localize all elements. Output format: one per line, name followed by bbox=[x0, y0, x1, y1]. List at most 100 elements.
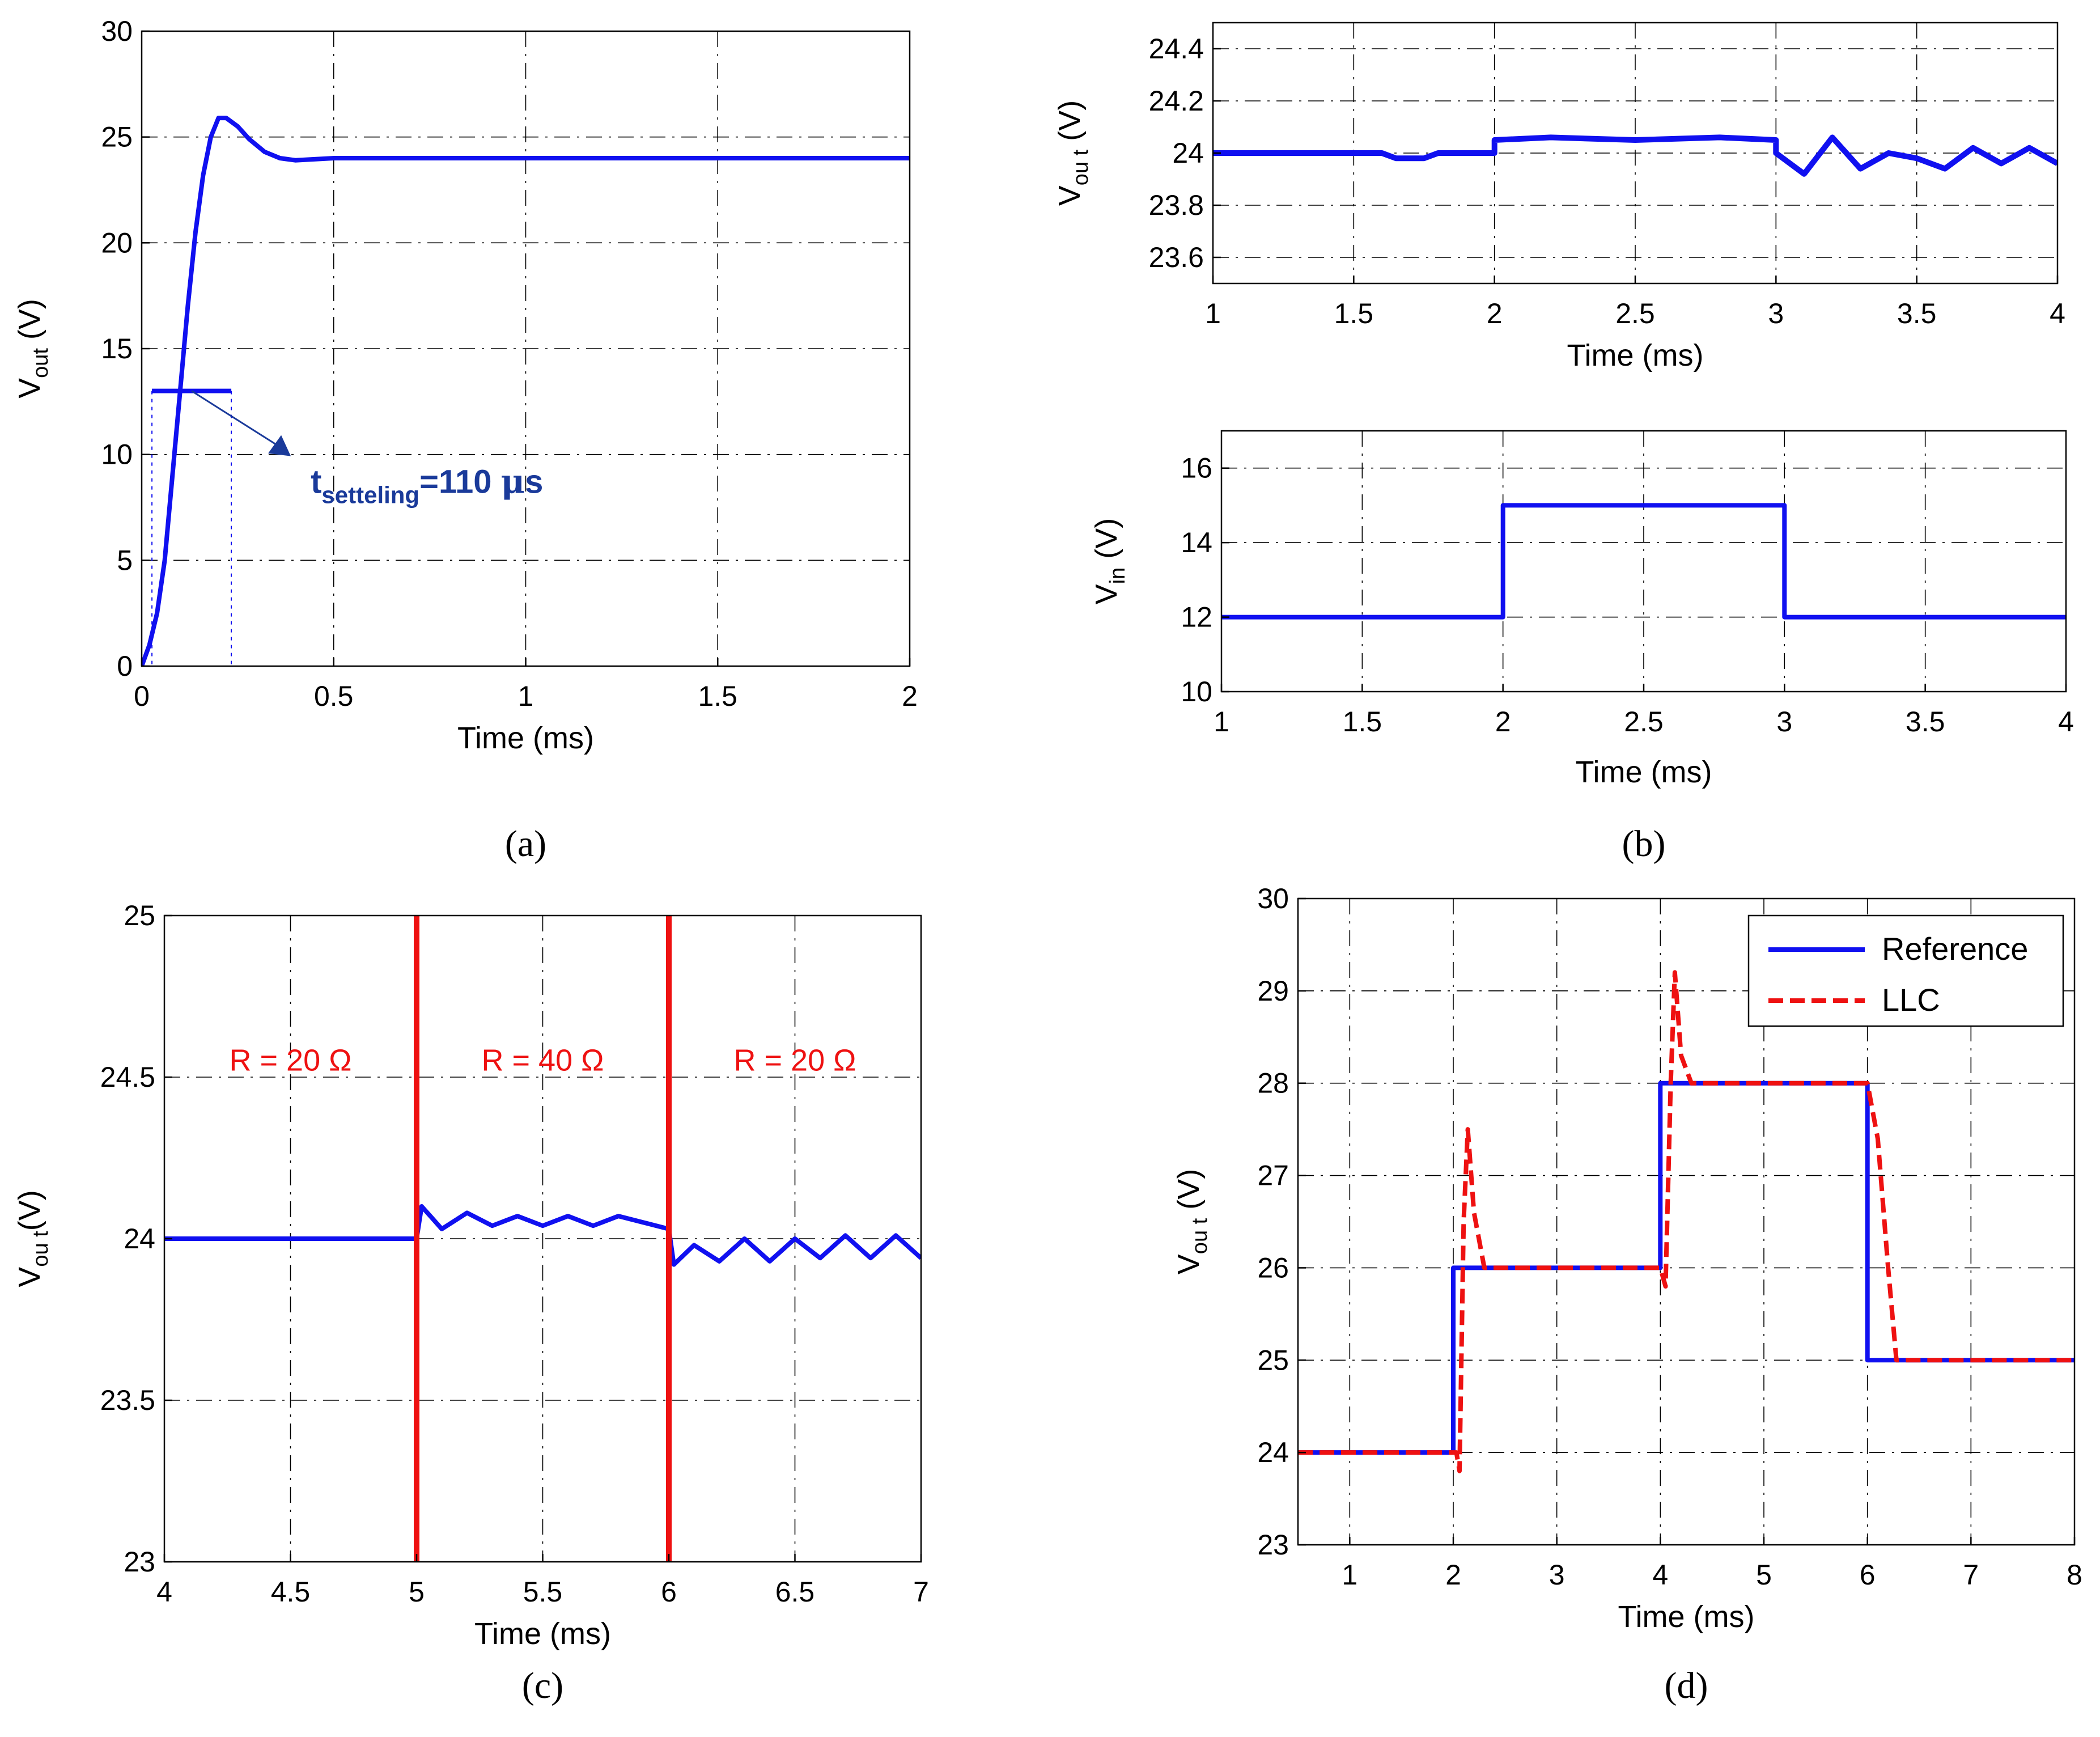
y-label-main: V bbox=[1172, 1254, 1206, 1274]
annotation-unit: s bbox=[525, 464, 543, 501]
resistance-label: R = 20 Ω bbox=[230, 1044, 352, 1078]
y-tick-label: 30 bbox=[101, 15, 133, 47]
x-tick-label: 7 bbox=[1963, 1559, 1979, 1591]
y-label-subscript: ou t bbox=[29, 1231, 53, 1267]
x-tick-label: 2.5 bbox=[1615, 298, 1655, 329]
x-tick-label: 2 bbox=[1445, 1559, 1461, 1591]
x-tick-label: 1 bbox=[518, 680, 534, 712]
settling-time-annotation: tsetteling=110 μs bbox=[311, 463, 543, 509]
y-tick-label: 23 bbox=[124, 1546, 155, 1578]
y-tick-label: 30 bbox=[1257, 883, 1289, 914]
y-label-main: V bbox=[1089, 584, 1123, 604]
series-line-vin bbox=[1221, 503, 2066, 620]
x-tick-label: 6 bbox=[1860, 1559, 1876, 1591]
x-tick-label: 5 bbox=[1756, 1559, 1772, 1591]
x-tick-label: 6 bbox=[661, 1576, 677, 1608]
y-label-unit: (V) bbox=[12, 299, 46, 348]
x-tick-label: 1.5 bbox=[1334, 298, 1374, 329]
x-tick-label: 3 bbox=[1768, 298, 1784, 329]
series-line-vout bbox=[1213, 134, 2057, 177]
x-axis-label: Time (ms) bbox=[474, 1617, 611, 1651]
y-label-main: V bbox=[1053, 185, 1087, 206]
chart-c: 4 4.5 5 5.5 6 6.5 7 23 23.5 24 24.5 25 Time (ms) Vou … bbox=[12, 900, 929, 1706]
y-tick-label: 23 bbox=[1257, 1529, 1289, 1561]
y-tick-label: 29 bbox=[1257, 975, 1289, 1007]
subfigure-caption: (a) bbox=[505, 823, 546, 865]
y-label-subscript: ou t bbox=[1069, 149, 1093, 185]
y-tick-label: 14 bbox=[1181, 527, 1212, 558]
y-axis-label: Vou t (V) bbox=[1053, 100, 1093, 206]
y-label-unit: (V) bbox=[1172, 1169, 1206, 1218]
y-tick-label: 24.2 bbox=[1149, 85, 1204, 117]
y-tick-label: 25 bbox=[101, 121, 133, 153]
y-tick-label: 5 bbox=[117, 544, 133, 576]
y-tick-label: 23.5 bbox=[100, 1384, 155, 1416]
legend-box bbox=[1747, 914, 2064, 1027]
series-line-vout bbox=[142, 116, 910, 666]
x-tick-label: 3 bbox=[1776, 706, 1792, 738]
x-tick-label: 4 bbox=[2050, 298, 2065, 329]
y-tick-label: 16 bbox=[1181, 452, 1212, 484]
x-tick-label: 3.5 bbox=[1906, 706, 1945, 738]
legend-label: LLC bbox=[1882, 982, 1940, 1018]
y-label-subscript: ou t bbox=[1188, 1218, 1212, 1254]
y-tick-label: 24 bbox=[1172, 137, 1204, 169]
x-tick-label: 7 bbox=[913, 1576, 929, 1608]
x-tick-label: 0.5 bbox=[314, 680, 354, 712]
y-label-main: V bbox=[12, 378, 46, 399]
x-tick-label: 2 bbox=[902, 680, 918, 712]
y-tick-label: 24 bbox=[124, 1223, 155, 1255]
legend-label: Reference bbox=[1882, 931, 2028, 967]
subfigure-caption: (d) bbox=[1665, 1665, 1708, 1706]
x-tick-label: 6.5 bbox=[775, 1576, 815, 1608]
x-tick-label: 3 bbox=[1549, 1559, 1565, 1591]
y-tick-label: 10 bbox=[101, 439, 133, 471]
y-tick-label: 26 bbox=[1257, 1252, 1289, 1283]
x-tick-label: 1.5 bbox=[698, 680, 737, 712]
series-line-vout bbox=[164, 1204, 921, 1267]
x-axis-label: Time (ms) bbox=[1576, 755, 1712, 789]
y-axis-label: Vou t (V) bbox=[1172, 1169, 1212, 1274]
x-tick-label: 2.5 bbox=[1624, 706, 1664, 738]
x-tick-label: 5 bbox=[409, 1576, 425, 1608]
x-tick-label: 0 bbox=[134, 680, 150, 712]
x-tick-label: 4 bbox=[1652, 1559, 1668, 1591]
annotation-value: =110 bbox=[419, 464, 501, 501]
x-tick-label: 5.5 bbox=[523, 1576, 563, 1608]
x-tick-label: 3.5 bbox=[1897, 298, 1937, 329]
y-tick-label: 23.8 bbox=[1149, 189, 1204, 221]
y-tick-label: 25 bbox=[1257, 1344, 1289, 1376]
annotation-arrow-line bbox=[191, 390, 277, 446]
resistance-label: R = 40 Ω bbox=[482, 1044, 604, 1078]
x-axis-label: Time (ms) bbox=[1618, 1600, 1755, 1634]
x-tick-label: 4 bbox=[2058, 706, 2074, 738]
x-tick-label: 1 bbox=[1342, 1559, 1357, 1591]
y-tick-label: 24 bbox=[1257, 1437, 1289, 1468]
x-axis-label: Time (ms) bbox=[1567, 338, 1704, 372]
y-tick-label: 25 bbox=[124, 900, 155, 931]
series-line-llc bbox=[1298, 970, 2074, 1473]
annotation-mu: μ bbox=[501, 463, 525, 501]
x-tick-label: 2 bbox=[1487, 298, 1503, 329]
x-tick-label: 4.5 bbox=[271, 1576, 311, 1608]
y-axis-label: Vou t(V) bbox=[12, 1190, 53, 1287]
resistance-label: R = 20 Ω bbox=[734, 1044, 856, 1078]
y-tick-label: 28 bbox=[1257, 1067, 1289, 1099]
x-tick-label: 1 bbox=[1214, 706, 1229, 738]
y-tick-label: 24.4 bbox=[1149, 33, 1204, 65]
x-tick-label: 1.5 bbox=[1343, 706, 1382, 738]
plot-frame bbox=[1297, 897, 2076, 1546]
subfigure-caption: (b) bbox=[1622, 823, 1666, 865]
y-label-subscript: out bbox=[29, 348, 53, 378]
chart-b_bottom: 1 1.5 2 2.5 3 3.5 4 10 12 14 16 Time (ms) Vin (V) (b) bbox=[1089, 430, 2074, 865]
y-tick-label: 27 bbox=[1257, 1160, 1289, 1192]
y-tick-label: 12 bbox=[1181, 601, 1212, 633]
y-tick-label: 20 bbox=[101, 227, 133, 259]
y-tick-label: 15 bbox=[101, 333, 133, 365]
subfigure-caption: (c) bbox=[522, 1665, 563, 1706]
x-tick-label: 4 bbox=[156, 1576, 172, 1608]
y-label-unit: (V) bbox=[1089, 518, 1123, 567]
